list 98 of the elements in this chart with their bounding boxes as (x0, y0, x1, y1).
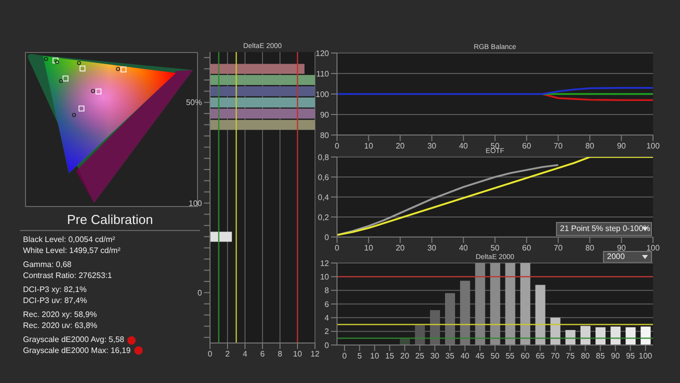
x-tick-label: 55 (506, 352, 516, 361)
x-tick-label: 70 (554, 244, 564, 253)
x-tick-label: 100 (638, 352, 653, 361)
x-tick-label: 30 (427, 142, 437, 151)
text: Grayscale dE2000 Max: 16,19 (23, 346, 131, 356)
x-tick-label: 40 (458, 142, 468, 151)
y-tick-label: 120 (316, 48, 330, 58)
x-tick-label: 0 (334, 244, 340, 253)
bar (210, 75, 315, 86)
text: Grayscale dE2000 Avg: 5,58 (23, 335, 124, 346)
x-tick-label: 70 (550, 352, 560, 361)
x-tick-label: 60 (522, 142, 532, 151)
x-tick-label: 100 (646, 244, 660, 253)
x-tick-label: 8 (278, 350, 283, 359)
y-tick-label: 100 (188, 198, 203, 208)
text: Pre Calibration (20, 211, 200, 231)
x-tick-label: 80 (580, 352, 590, 361)
line-series (337, 86, 653, 95)
x-tick-label: 20 (396, 142, 406, 151)
x-tick-label: 60 (522, 244, 532, 253)
text: Contrast Ratio: 276253:1 (23, 270, 112, 281)
y-tick-label: 0 (324, 232, 330, 242)
x-tick-label: 50 (490, 244, 500, 253)
x-tick-label: 10 (364, 142, 374, 151)
x-tick-label: 30 (430, 352, 440, 361)
y-tick-label: 90 (320, 110, 330, 120)
x-tick-label: 10 (293, 350, 302, 359)
x-tick-label: 20 (396, 244, 406, 253)
y-tick-label: 50% (186, 98, 202, 108)
x-tick-label: 20 (400, 352, 410, 361)
bar (210, 232, 232, 242)
bar (626, 327, 636, 345)
x-tick-label: 80 (585, 142, 595, 151)
x-tick-label: 6 (260, 350, 266, 359)
x-tick-label: 65 (536, 352, 546, 361)
x-tick-label: 0 (342, 352, 348, 361)
text: DCI-P3 uv: 87,4% (23, 296, 88, 306)
bar (596, 327, 606, 345)
bar (210, 86, 315, 96)
bar (210, 108, 315, 119)
x-tick-label: 35 (445, 352, 455, 361)
y-tick-label: 0,8 (318, 152, 330, 162)
y-tick-label: 0 (324, 340, 330, 350)
bar (505, 263, 516, 345)
x-tick-label: 90 (616, 142, 626, 151)
y-tick-label: 80 (320, 130, 330, 140)
x-tick-label: 90 (610, 352, 620, 361)
dropdown-field: 2000 (603, 251, 652, 263)
y-tick-label: 0,4 (318, 192, 330, 202)
y-tick-label: 2 (324, 327, 330, 336)
y-tick-label: 100 (316, 90, 330, 99)
x-tick-label: 5 (357, 352, 362, 361)
bar (445, 293, 456, 345)
x-tick-label: 10 (364, 244, 374, 253)
text: Black Level: 0,0054 cd/m² (23, 235, 116, 246)
text: Rec. 2020 xy: 58,9% (23, 310, 97, 320)
x-tick-label: 10 (370, 352, 380, 361)
x-tick-label: 95 (626, 352, 636, 361)
bar (550, 318, 560, 345)
x-tick-label: 80 (585, 244, 595, 253)
x-tick-label: 85 (596, 352, 606, 361)
x-tick-label: 0 (334, 142, 340, 151)
x-tick-label: 4 (242, 350, 248, 359)
x-tick-label: 40 (460, 352, 470, 361)
x-tick-label: 25 (415, 352, 425, 361)
bar (535, 284, 546, 345)
text: White Level: 1499,57 cd/m² (23, 246, 120, 256)
y-tick-label: 12 (320, 258, 330, 268)
bar (210, 97, 315, 108)
bar (210, 64, 304, 74)
x-tick-label: 15 (385, 352, 395, 361)
x-tick-label: 0 (208, 350, 213, 359)
y-tick-label: 4 (324, 314, 330, 323)
x-tick-label: 45 (476, 352, 485, 361)
x-tick-label: 100 (646, 142, 660, 151)
x-tick-label: 75 (566, 352, 576, 361)
x-tick-label: 40 (458, 244, 468, 253)
y-tick-label: 0 (198, 288, 203, 298)
x-tick-label: 50 (490, 352, 500, 361)
y-tick-label: 0,6 (318, 172, 330, 182)
line-series (337, 164, 560, 236)
y-tick-label: 110 (316, 69, 330, 78)
line-series (542, 93, 653, 102)
x-tick-label: 90 (616, 244, 626, 253)
bar (520, 263, 530, 345)
text: Rec. 2020 uv: 63,8% (23, 320, 98, 331)
y-tick-label: 6 (324, 300, 330, 309)
text: DCI-P3 xy: 82,1% (23, 285, 87, 296)
y-tick-label: 8 (324, 286, 330, 296)
x-tick-label: 60 (520, 352, 530, 361)
y-tick-label: 10 (320, 272, 330, 282)
y-tick-label: 0,2 (318, 212, 330, 222)
x-tick-label: 30 (427, 244, 437, 253)
x-tick-label: 70 (554, 142, 564, 151)
bar (490, 263, 500, 345)
text: Gamma: 0,68 (23, 260, 72, 270)
bar (210, 120, 315, 130)
x-tick-label: 2 (225, 350, 230, 359)
